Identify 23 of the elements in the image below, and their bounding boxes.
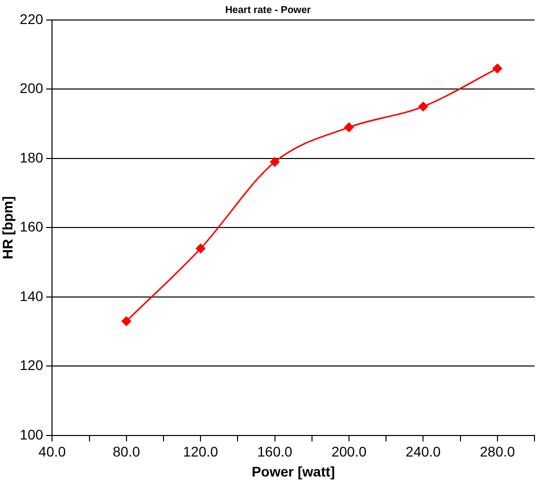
- point: [270, 157, 280, 167]
- x-tick-label: 240.0: [406, 444, 441, 460]
- y-tick-label: 200: [20, 80, 44, 96]
- chart-title: Heart rate - Power: [225, 4, 311, 16]
- x-tick-label: 280.0: [480, 444, 516, 460]
- x-tick-label: 200.0: [331, 444, 367, 460]
- x-tick-label: 120.0: [183, 444, 218, 460]
- point: [122, 316, 132, 326]
- y-tick-label: 140: [20, 288, 44, 304]
- y-tick-label: 160: [20, 218, 44, 235]
- y-tick-label: 220: [20, 10, 44, 27]
- point: [196, 244, 206, 254]
- y-axis-title: HR [bpm]: [0, 196, 16, 260]
- point: [344, 122, 354, 132]
- point: [418, 102, 428, 112]
- x-axis-title: Power [watt]: [252, 463, 335, 480]
- point: [492, 64, 502, 74]
- y-tick-label: 180: [20, 149, 44, 166]
- x-tick-label: 40.0: [38, 444, 66, 460]
- y-tick-label: 100: [20, 426, 44, 442]
- x-tick-label: 160.0: [257, 444, 292, 460]
- y-tick-label: 120: [20, 357, 44, 374]
- x-tick-label: 80.0: [112, 444, 140, 460]
